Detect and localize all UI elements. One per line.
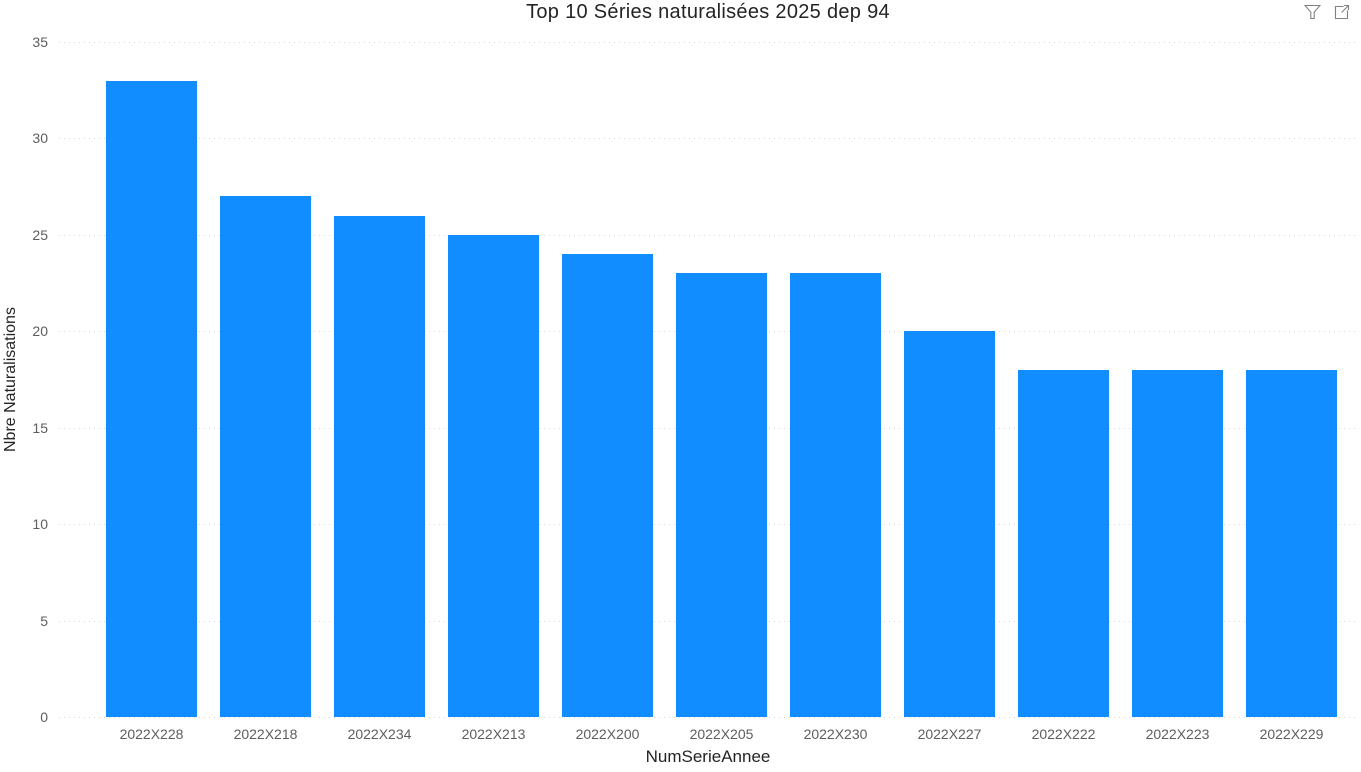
- y-axis-tick-label: 15: [32, 419, 48, 436]
- y-axis-tick-label: 25: [32, 226, 48, 243]
- x-axis-title: NumSerieAnnee: [645, 747, 771, 766]
- x-axis-tick-label: 2022X223: [1145, 726, 1210, 742]
- y-axis-tick-label: 0: [40, 709, 48, 725]
- bar[interactable]: [904, 331, 995, 717]
- bar[interactable]: [1018, 369, 1109, 717]
- y-axis-tick-label: 35: [32, 34, 48, 50]
- visual-header: [1304, 4, 1351, 20]
- x-axis-tick-label: 2022X234: [347, 726, 412, 742]
- gridline: [59, 234, 1356, 236]
- y-axis-tick-label: 20: [32, 323, 48, 340]
- x-axis-tick-label: 2022X205: [689, 726, 754, 742]
- x-axis-tick-label: 2022X230: [803, 726, 868, 742]
- gridline: [59, 138, 1356, 140]
- y-axis-title: Nbre Naturalisations: [2, 307, 19, 452]
- focus-mode-icon[interactable]: [1334, 4, 1351, 20]
- bar[interactable]: [1246, 369, 1337, 717]
- gridline: [59, 717, 1356, 718]
- gridline: [59, 42, 1356, 43]
- bar[interactable]: [790, 273, 881, 717]
- x-axis-tick-label: 2022X228: [119, 726, 184, 742]
- bar[interactable]: [106, 80, 197, 717]
- y-axis-tick-label: 30: [32, 130, 48, 147]
- bar[interactable]: [448, 234, 539, 717]
- bar[interactable]: [676, 273, 767, 717]
- chart-title: Top 10 Séries naturalisées 2025 dep 94: [526, 1, 890, 23]
- x-axis-tick-label: 2022X229: [1259, 726, 1324, 742]
- x-axis-tick-label: 2022X213: [461, 726, 526, 742]
- bar[interactable]: [220, 196, 311, 717]
- bar[interactable]: [562, 254, 653, 717]
- y-axis-tick-label: 5: [40, 612, 48, 629]
- x-axis-tick-label: 2022X218: [233, 726, 298, 742]
- bar[interactable]: [334, 215, 425, 717]
- x-axis-tick-label: 2022X200: [575, 726, 640, 742]
- filter-icon[interactable]: [1304, 4, 1321, 20]
- x-axis-tick-label: 2022X222: [1031, 726, 1096, 742]
- bar[interactable]: [1132, 369, 1223, 717]
- y-axis-tick-label: 10: [32, 516, 48, 533]
- x-axis-tick-label: 2022X227: [917, 726, 982, 742]
